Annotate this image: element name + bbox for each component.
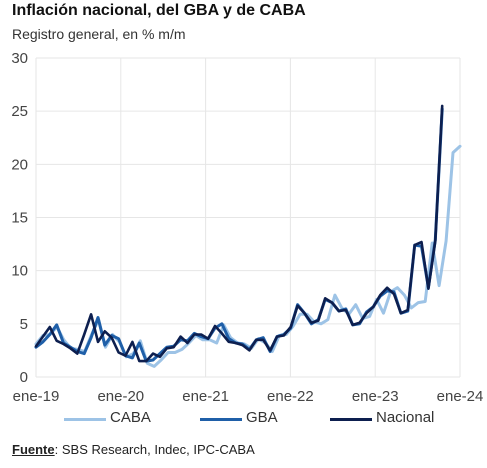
legend-label-nacional: Nacional <box>376 409 435 426</box>
source-label: Fuente <box>12 442 55 457</box>
x-tick-label-2: ene-21 <box>182 388 229 405</box>
chart-subtitle: Registro general, en % m/m <box>12 26 186 42</box>
source-note: Fuente: SBS Research, Indec, IPC-CABA <box>12 442 255 457</box>
x-tick-label-5: ene-24 <box>437 388 484 405</box>
y-tick-label-30: 30 <box>11 50 28 67</box>
y-tick-label-5: 5 <box>20 316 28 333</box>
series-line-caba <box>34 144 462 368</box>
y-tick-label-15: 15 <box>11 210 28 227</box>
legend-label-caba: CABA <box>110 409 151 426</box>
y-tick-label-25: 25 <box>11 103 28 120</box>
legend-swatch-nacional <box>330 418 372 421</box>
inflation-line-chart: 0 5 10 15 20 25 30 ene-19 ene-20 ene-21 ene-22 ene-… <box>11 50 483 405</box>
series-layer <box>34 104 462 368</box>
legend-swatch-caba <box>64 418 106 421</box>
x-tick-label-4: ene-23 <box>352 388 399 405</box>
x-tick-label-0: ene-19 <box>13 388 60 405</box>
chart-legend: CABA GBA Nacional <box>0 408 487 432</box>
source-text: : SBS Research, Indec, IPC-CABA <box>54 442 255 457</box>
y-tick-label-20: 20 <box>11 156 28 173</box>
x-tick-label-1: ene-20 <box>97 388 144 405</box>
legend-label-gba: GBA <box>246 409 278 426</box>
tick-layer: 0 5 10 15 20 25 30 ene-19 ene-20 ene-21 ene-22 ene-… <box>11 50 483 405</box>
x-tick-label-3: ene-22 <box>267 388 314 405</box>
chart-title: Inflación nacional, del GBA y de CABA <box>12 2 306 19</box>
y-tick-label-0: 0 <box>20 369 28 386</box>
legend-swatch-gba <box>200 418 242 421</box>
series-line-nacional <box>34 104 444 363</box>
y-tick-label-10: 10 <box>11 263 28 280</box>
grid-layer <box>35 57 461 378</box>
series-line-gba <box>34 107 444 363</box>
